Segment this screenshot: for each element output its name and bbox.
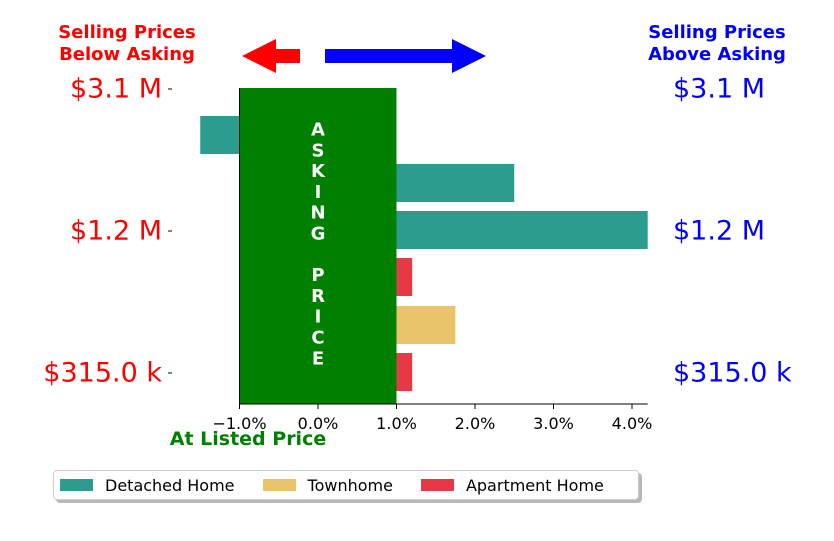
asking-band-letter: K (311, 161, 326, 182)
y-tick-label-left: $1.2 M (70, 216, 162, 247)
x-tick-label: 1.0% (376, 414, 417, 433)
below-asking-title-line1: Selling Prices (58, 22, 195, 43)
y-tick-label-right: $315.0 k (673, 358, 792, 389)
asking-band-letter: G (311, 224, 326, 245)
legend-item-townhome: Townhome (262, 475, 393, 495)
asking-price-band (239, 88, 397, 404)
asking-band-letter: I (315, 307, 322, 328)
asking-band-letter: A (311, 120, 325, 141)
y-tick-label-right: $3.1 M (673, 74, 765, 105)
legend-item-detached: Detached Home (60, 476, 235, 495)
x-tick-label: 4.0% (612, 414, 653, 433)
legend-item-apartment: Apartment Home (420, 475, 604, 495)
below-asking-title-line2: Below Asking (59, 44, 195, 65)
x-tick-label: 2.0% (455, 414, 496, 433)
legend-swatch-apartment (420, 479, 454, 491)
legend-label-apartment: Apartment Home (465, 475, 604, 495)
legend-swatch-townhome (262, 479, 296, 491)
x-tick-label: −1.0% (212, 414, 266, 433)
x-tick-label: 3.0% (533, 414, 574, 433)
y-tick-label-right: $1.2 M (673, 216, 765, 247)
asking-band-letter: S (312, 140, 325, 161)
legend-label-townhome: Townhome (307, 475, 393, 495)
axis-layer: −1.0% 0.0% 1.0% 2.0% 3.0% 4.0% $3.1 M $1.2 M $31… (43, 74, 792, 434)
asking-band-letter: E (312, 348, 324, 369)
header-layer: Selling Prices Below Asking Selling Pric… (58, 22, 786, 450)
asking-band-letter: I (315, 182, 322, 203)
y-tick-label-left: $315.0 k (43, 358, 162, 389)
asking-band-letter: R (311, 286, 325, 307)
legend: Detached Home Townhome Apartment Home (53, 470, 639, 500)
above-asking-title-line2: Above Asking (648, 44, 786, 65)
asking-band-letter: P (311, 265, 324, 286)
above-asking-title-line1: Selling Prices (648, 22, 785, 43)
at-listed-price-label: At Listed Price (170, 428, 326, 450)
left-arrow-icon (242, 39, 300, 73)
asking-band-letter: N (310, 203, 325, 224)
legend-label-detached: Detached Home (105, 475, 235, 495)
y-tick-label-left: $3.1 M (70, 74, 162, 105)
right-arrow-icon (325, 39, 486, 73)
asking-band-letter: C (311, 328, 324, 349)
x-tick-label: 0.0% (298, 414, 339, 433)
legend-swatch-detached (60, 479, 93, 491)
